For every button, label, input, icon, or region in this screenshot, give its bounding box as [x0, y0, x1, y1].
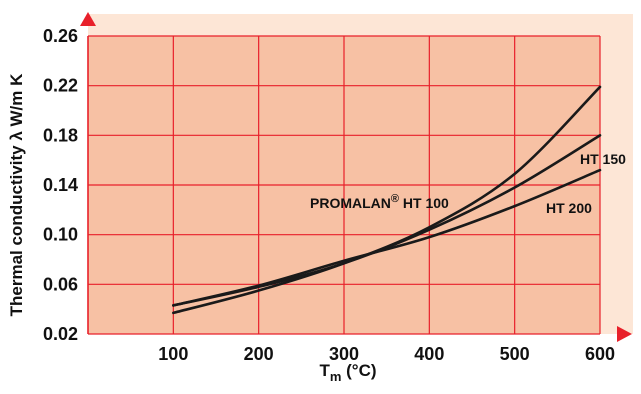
series-label-1: PROMALAN® HT 100	[310, 193, 449, 211]
x-axis-title-main: T	[319, 361, 330, 380]
series-label-3: HT 200	[546, 200, 592, 216]
series-label-main: PROMALAN	[310, 195, 391, 211]
series-label-main: HT 150	[580, 151, 626, 167]
series-curves	[172, 85, 602, 315]
x-axis-arrow-icon	[617, 326, 632, 342]
y-axis-title: Thermal conductivity λ W/m K	[7, 73, 26, 316]
y-tick-label: 0.22	[43, 76, 78, 96]
y-tick-label: 0.26	[43, 26, 78, 46]
x-tick-label: 400	[414, 344, 444, 364]
y-tick-label: 0.14	[43, 175, 78, 195]
series-labels: PROMALAN® HT 100 HT 150 HT 200	[310, 151, 626, 216]
series-label-rest: HT 100	[399, 195, 449, 211]
x-axis-title: Tm (°C)	[319, 361, 376, 384]
x-axis-title-subscript: m	[330, 369, 342, 384]
series-label-2: HT 150	[580, 151, 626, 167]
y-tick-label: 0.18	[43, 125, 78, 145]
y-axis-arrow-icon	[80, 12, 96, 26]
tick-labels: 0.02 0.06 0.10 0.14 0.18 0.22 0.26 100 200 300 400…	[43, 26, 615, 364]
y-tick-label: 0.06	[43, 274, 78, 294]
series-line-3	[172, 168, 602, 307]
y-tick-label: 0.10	[43, 225, 78, 245]
x-tick-label: 300	[329, 344, 359, 364]
series-label-main: HT 200	[546, 200, 592, 216]
y-tick-label: 0.02	[43, 324, 78, 344]
x-tick-label: 200	[244, 344, 274, 364]
x-tick-label: 500	[500, 344, 530, 364]
series-label-superscript: ®	[391, 193, 399, 205]
x-tick-label: 600	[585, 344, 615, 364]
x-tick-label: 100	[158, 344, 188, 364]
x-axis-title-rest: (°C)	[341, 361, 376, 380]
